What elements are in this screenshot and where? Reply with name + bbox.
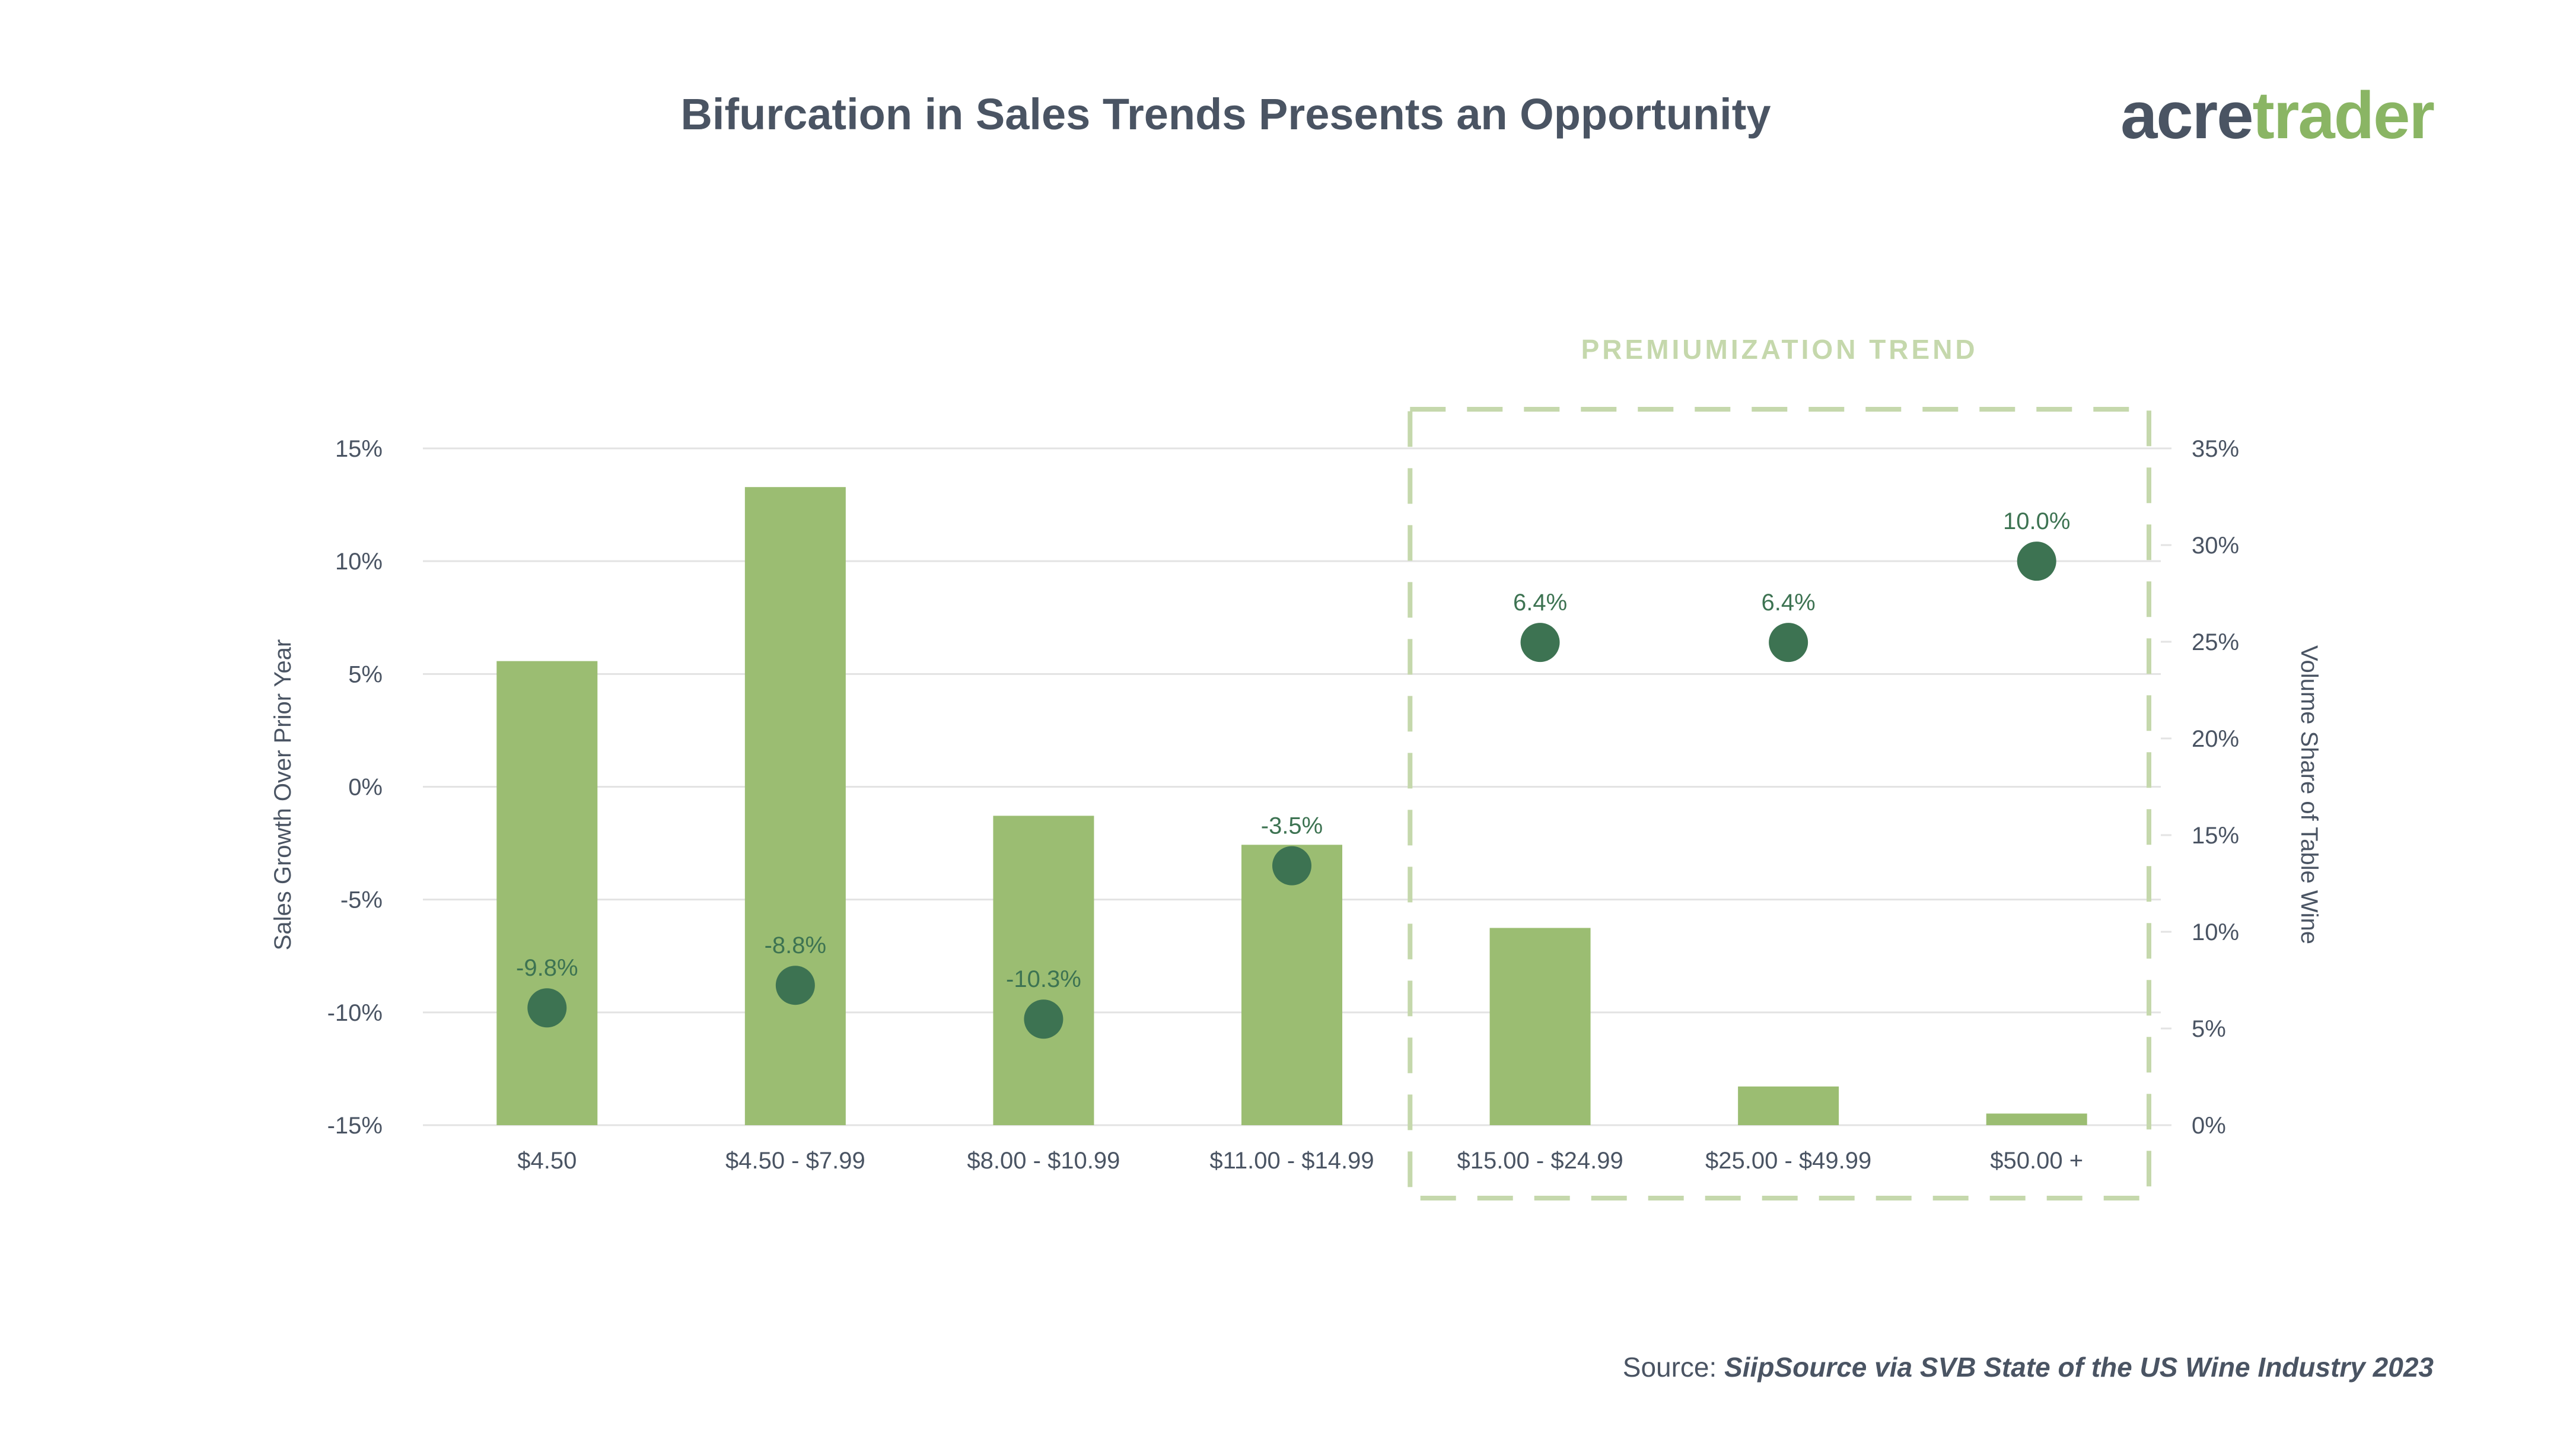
left-axis-ticks: 15% 10% 5% 0% -5% -10% -15% bbox=[327, 436, 383, 1139]
sales-growth-label: -10.3% bbox=[1006, 966, 1081, 992]
sales-growth-label: -8.8% bbox=[765, 932, 827, 958]
sales-growth-label: 10.0% bbox=[2003, 508, 2070, 534]
left-tick-label: -15% bbox=[327, 1113, 383, 1139]
left-tick-label: 5% bbox=[348, 661, 383, 687]
volume-share-bar bbox=[744, 487, 846, 1126]
chart-title: Bifurcation in Sales Trends Presents an … bbox=[680, 90, 1771, 139]
volume-share-bar bbox=[993, 816, 1094, 1125]
source-note: Source: SiipSource via SVB State of the … bbox=[1623, 1351, 2434, 1383]
premiumization-label: PREMIUMIZATION TREND bbox=[1581, 334, 1978, 365]
premiumization-box: PREMIUMIZATION TREND bbox=[1408, 334, 2151, 1200]
category-tick-label: $4.50 - $7.99 bbox=[725, 1148, 865, 1174]
right-tick-label: 10% bbox=[2192, 919, 2239, 945]
volume-share-bar bbox=[496, 661, 598, 1125]
sales-growth-label: 6.4% bbox=[1513, 590, 1567, 616]
sales-growth-point bbox=[1024, 999, 1063, 1039]
left-tick-label: 15% bbox=[335, 436, 383, 462]
bar-series bbox=[496, 487, 2087, 1126]
acretrader-logo: acretrader bbox=[2120, 77, 2435, 154]
right-tick-label: 15% bbox=[2192, 823, 2239, 849]
left-tick-label: -5% bbox=[340, 887, 383, 913]
left-tick-label: -10% bbox=[327, 1000, 383, 1026]
category-axis-ticks: $4.50 $4.50 - $7.99 $8.00 - $10.99 $11.00 -… bbox=[517, 1148, 2083, 1174]
source-label: Source: bbox=[1622, 1352, 1717, 1383]
sales-growth-point bbox=[2017, 542, 2056, 581]
right-tick-label: 30% bbox=[2192, 533, 2239, 559]
sales-growth-point bbox=[775, 966, 815, 1005]
logo-part-trader: trader bbox=[2252, 78, 2435, 152]
category-tick-label: $50.00 + bbox=[1990, 1148, 2083, 1174]
source-text: SiipSource via SVB State of the US Wine … bbox=[1724, 1352, 2434, 1383]
premiumization-dashed-box bbox=[1408, 407, 2151, 1200]
category-tick-label: $8.00 - $10.99 bbox=[967, 1148, 1120, 1174]
volume-share-bar bbox=[1241, 845, 1342, 1125]
volume-share-bar bbox=[1738, 1086, 1839, 1125]
sales-growth-label: -3.5% bbox=[1261, 813, 1323, 839]
right-tick-label: 0% bbox=[2192, 1113, 2226, 1139]
category-tick-label: $4.50 bbox=[517, 1148, 577, 1174]
category-tick-label: $15.00 - $24.99 bbox=[1457, 1148, 1623, 1174]
right-axis-title: Volume Share of Table Wine bbox=[2296, 645, 2322, 944]
left-tick-label: 0% bbox=[348, 775, 383, 801]
sales-growth-point bbox=[1769, 623, 1808, 663]
sales-growth-point bbox=[527, 988, 567, 1028]
sales-growth-point bbox=[1520, 623, 1560, 663]
right-tick-label: 25% bbox=[2192, 629, 2239, 655]
left-axis-title: Sales Growth Over Prior Year bbox=[270, 639, 296, 951]
left-tick-label: 10% bbox=[335, 549, 383, 575]
right-tick-label: 35% bbox=[2192, 436, 2239, 462]
volume-share-bar bbox=[1986, 1113, 2087, 1125]
sales-growth-label: 6.4% bbox=[1762, 590, 1816, 616]
category-tick-label: $11.00 - $14.99 bbox=[1209, 1148, 1374, 1174]
sales-growth-label: -9.8% bbox=[516, 955, 578, 981]
sales-growth-point bbox=[1272, 846, 1311, 886]
right-tick-label: 5% bbox=[2192, 1016, 2226, 1042]
category-tick-label: $25.00 - $49.99 bbox=[1705, 1148, 1871, 1174]
right-tick-label: 20% bbox=[2192, 726, 2239, 752]
right-axis-ticks: 35% 30% 25% 20% 15% 10% 5% 0% bbox=[2192, 436, 2239, 1139]
logo-part-acre: acre bbox=[2120, 78, 2253, 152]
volume-share-bar bbox=[1489, 928, 1591, 1125]
growth-series: -9.8% -8.8% -10.3% -3.5% 6.4% 6.4% 10.0% bbox=[516, 508, 2070, 1039]
